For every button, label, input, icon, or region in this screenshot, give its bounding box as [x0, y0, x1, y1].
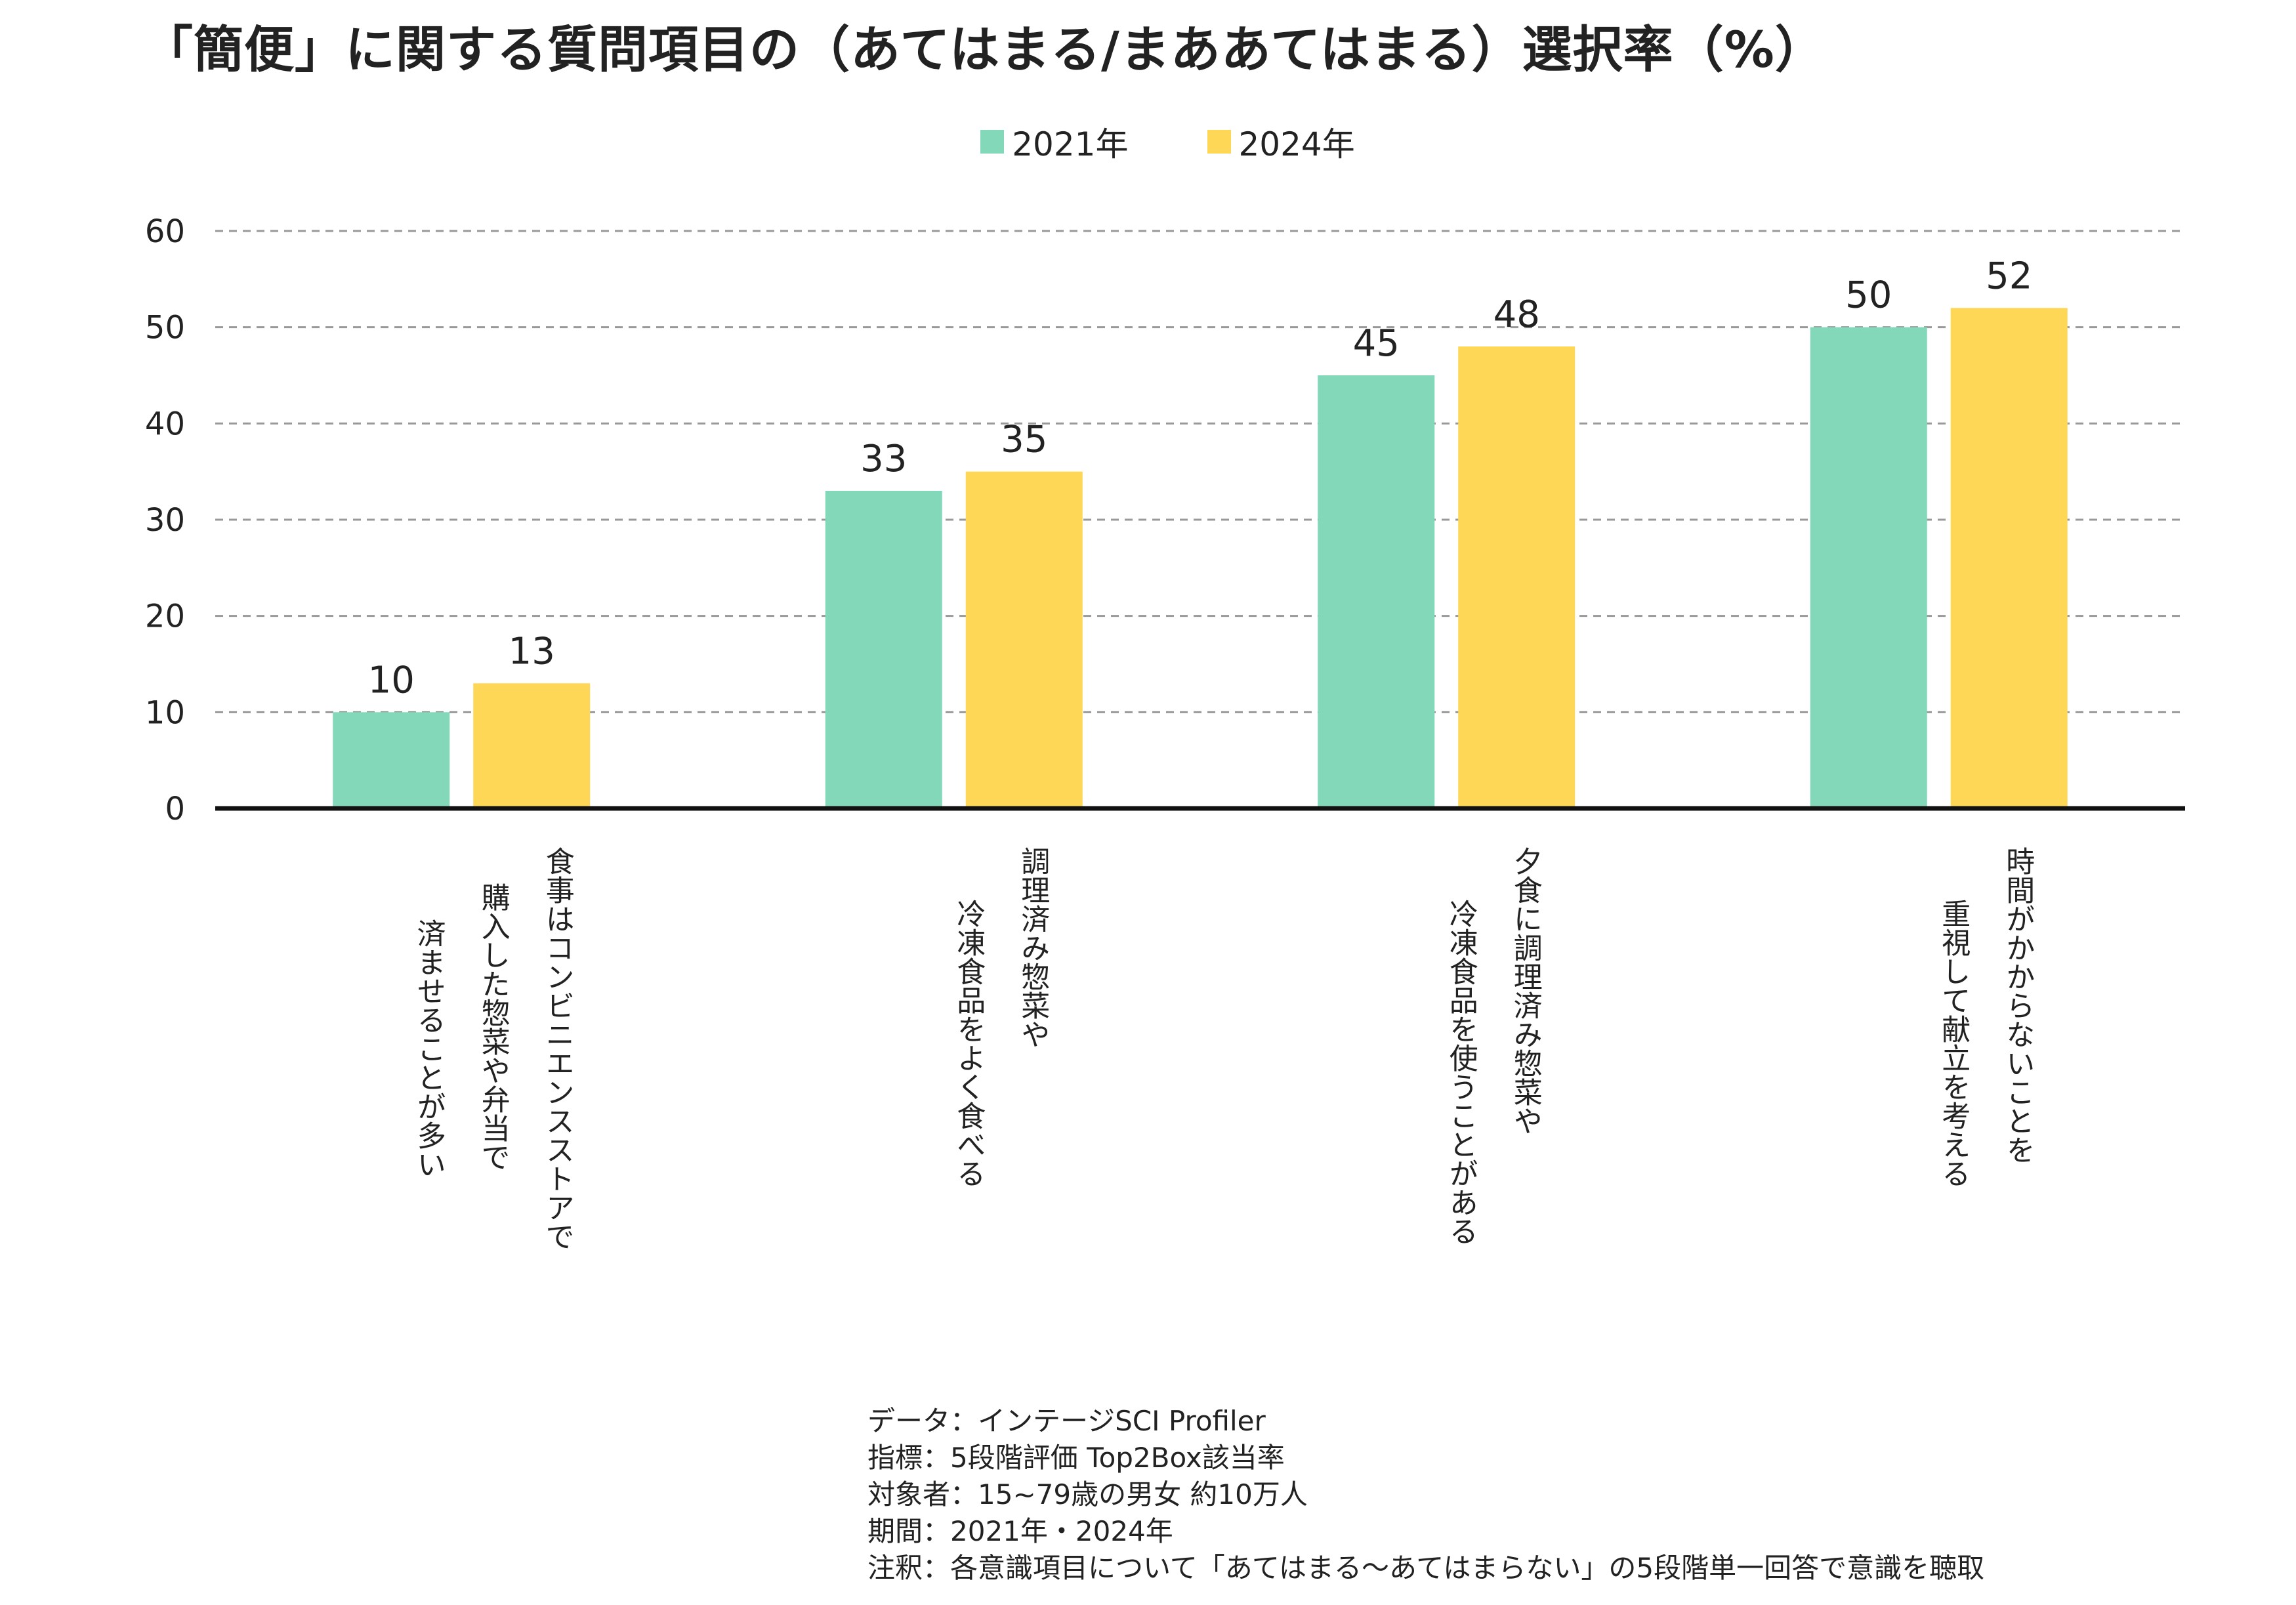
legend-swatch-2021 [980, 130, 1005, 154]
bar-2024年-0 [473, 683, 591, 808]
bar-2021年-3 [1810, 327, 1927, 809]
y-tick-label-10: 10 [145, 694, 185, 731]
data-label-2024年-2: 48 [1493, 293, 1540, 336]
data-label-2024年-1: 35 [1001, 419, 1047, 461]
bar-2021年-2 [1318, 375, 1435, 808]
y-tick-label-0: 0 [165, 791, 185, 827]
category-label-0-0: 食事はコンビニエンスストアで [541, 846, 574, 1251]
note-target: 対象者：15~79歳の男女 約10万人 [867, 1478, 1308, 1511]
bar-2024年-1 [965, 471, 1083, 808]
data-label-2024年-0: 13 [509, 630, 555, 673]
data-label-2021年-1: 33 [860, 438, 907, 480]
chart-title: 「簡便」に関する質問項目の（あてはまる/まああてはまる）選択率（%） [143, 20, 1826, 79]
data-label-2021年-3: 50 [1845, 274, 1892, 317]
y-tick-label-60: 60 [145, 213, 185, 250]
category-label-3-0: 時間がかからないことを [2001, 846, 2034, 1164]
category-label-0-2: 済ませることが多い [412, 919, 446, 1178]
legend-label-2024: 2024年 [1238, 125, 1355, 163]
bar-2024年-2 [1458, 346, 1576, 808]
y-tick-label-30: 30 [145, 502, 185, 539]
category-label-0-1: 購入した惣菜や弁当で [476, 883, 510, 1171]
bar-2021年-0 [333, 712, 450, 808]
legend-item-2024: 2024年 [1207, 118, 1355, 165]
notes: データ：インテージSCI Profiler 指標：5段階評価 Top2Box該当… [867, 1403, 1984, 1587]
note-data-source: データ：インテージSCI Profiler [867, 1405, 1266, 1437]
legend: 2021年 2024年 [0, 118, 2296, 165]
data-label-2021年-0: 10 [368, 659, 415, 701]
note-remark: 注釈：各意識項目について「あてはまる〜あてはまらない」の5段階単一回答で意識を聴… [867, 1552, 1985, 1584]
category-label-3-1: 重視して献立を考える [1936, 899, 1970, 1188]
y-tick-label-40: 40 [145, 406, 185, 442]
note-metric: 指標：5段階評価 Top2Box該当率 [867, 1442, 1285, 1474]
category-label-2-0: 夕食に調理済み惣菜や [1509, 846, 1542, 1135]
category-label-1-1: 冷凍食品をよく食べる [951, 899, 985, 1188]
legend-item-2021: 2021年 [980, 118, 1129, 165]
data-label-2021年-2: 45 [1353, 322, 1400, 365]
legend-label-2021: 2021年 [1012, 125, 1129, 163]
note-period: 期間：2021年・2024年 [867, 1515, 1173, 1547]
data-label-2024年-3: 52 [1986, 255, 2032, 297]
bar-chart: 0 10 20 30 40 50 60 10 33 45 50 13 35 48 52 食事はコンビニエンスス… [145, 213, 2185, 1251]
y-tick-label-50: 50 [145, 310, 185, 346]
bar-2021年-1 [825, 491, 942, 808]
category-label-2-1: 冷凍食品を使うことがある [1444, 899, 1478, 1245]
bar-2024年-3 [1950, 308, 2068, 808]
y-tick-label-20: 20 [145, 598, 185, 635]
legend-swatch-2024 [1207, 130, 1231, 154]
category-label-1-0: 調理済み惣菜や [1016, 846, 1049, 1049]
